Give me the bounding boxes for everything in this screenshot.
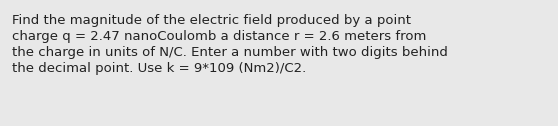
Text: charge q = 2.47 nanoCoulomb a distance r = 2.6 meters from: charge q = 2.47 nanoCoulomb a distance r… bbox=[12, 30, 426, 43]
Text: the decimal point. Use k = 9*109 (Nm2)/C2.: the decimal point. Use k = 9*109 (Nm2)/C… bbox=[12, 62, 306, 75]
Text: Find the magnitude of the electric field produced by a point: Find the magnitude of the electric field… bbox=[12, 14, 411, 27]
Text: the charge in units of N/C. Enter a number with two digits behind: the charge in units of N/C. Enter a numb… bbox=[12, 46, 448, 59]
